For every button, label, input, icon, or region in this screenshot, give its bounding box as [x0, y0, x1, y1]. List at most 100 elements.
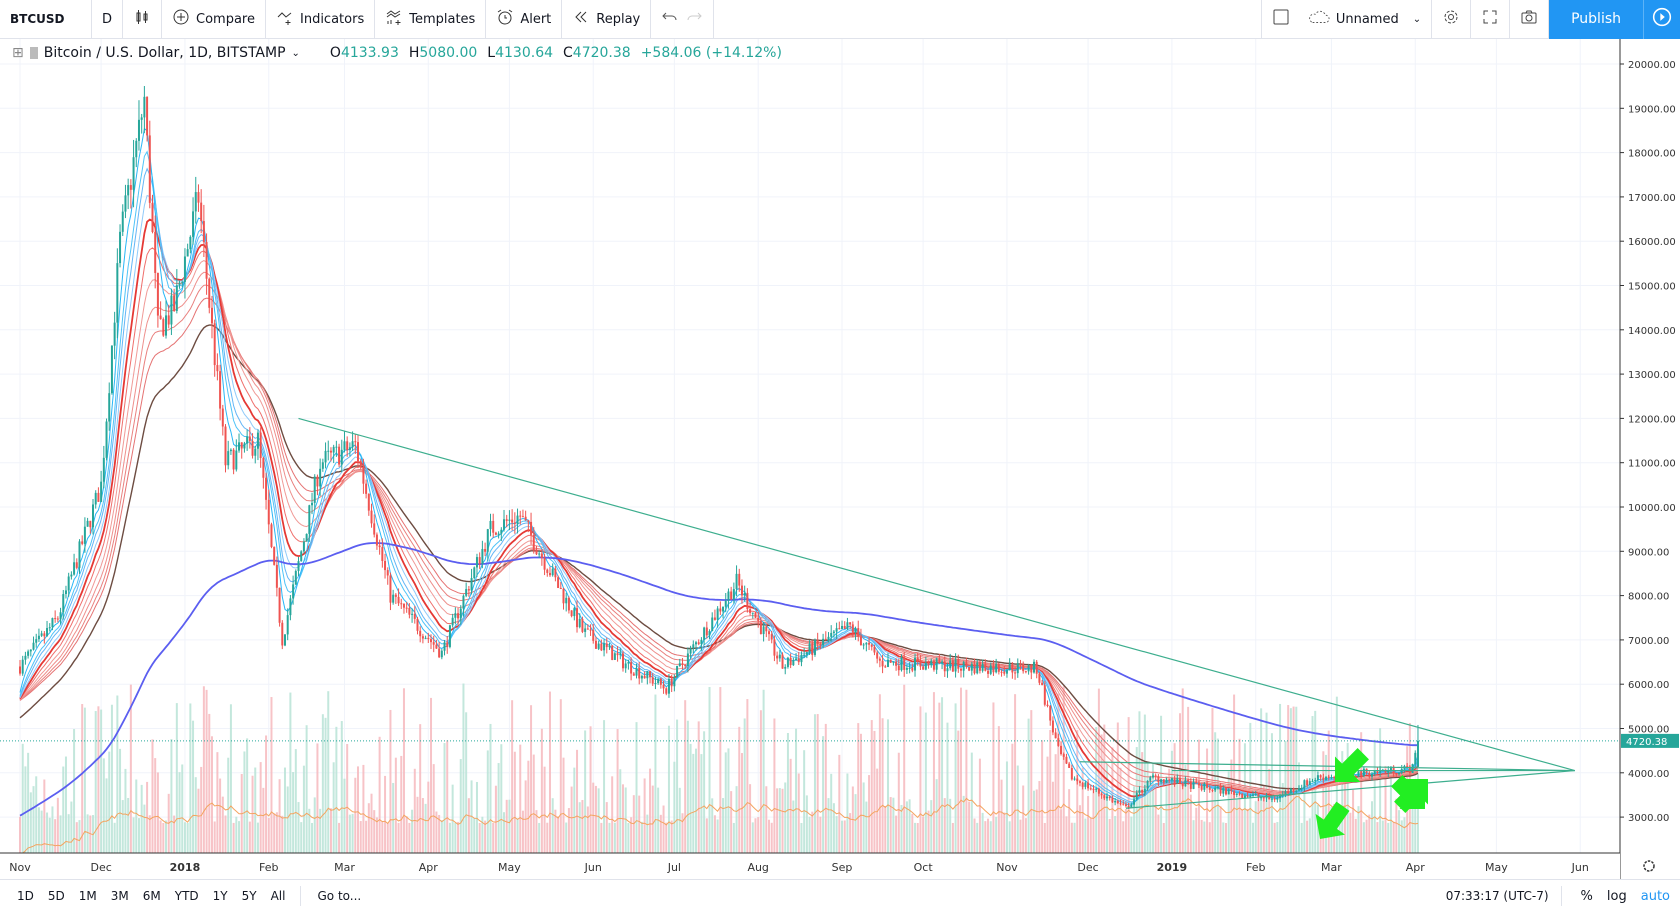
volume-bar	[554, 809, 557, 853]
candle-body	[827, 636, 830, 640]
candle-body	[446, 642, 449, 647]
chevron-down-icon[interactable]: ⌄	[291, 47, 300, 59]
volume-bar	[316, 743, 319, 853]
volume-bar	[1014, 694, 1017, 853]
candle	[1165, 777, 1168, 784]
volume-bar	[378, 736, 381, 853]
select-layout[interactable]: Unnamed ⌄	[1260, 0, 1433, 39]
price-chart[interactable]: 3000.004000.005000.006000.007000.008000.…	[0, 39, 1680, 879]
candle	[189, 235, 192, 254]
chart-style-button[interactable]	[123, 0, 163, 39]
candle	[232, 448, 235, 475]
candle	[1154, 773, 1157, 781]
candle	[224, 424, 227, 473]
candle-body	[1233, 791, 1236, 795]
volume-bar	[365, 820, 368, 853]
percent-toggle[interactable]: %	[1580, 888, 1593, 904]
auto-toggle[interactable]: auto	[1640, 888, 1670, 904]
candle	[749, 602, 752, 616]
candle	[1073, 776, 1076, 781]
volume-bar	[430, 697, 433, 853]
volume-bar	[673, 761, 676, 853]
candle-body	[281, 622, 284, 646]
candle-body	[792, 660, 795, 666]
candle-body	[338, 446, 341, 465]
candle-body	[1127, 805, 1130, 808]
candle-body	[243, 443, 246, 449]
range-5d[interactable]: 5D	[47, 889, 65, 903]
range-5y[interactable]: 5Y	[241, 889, 257, 903]
candle-body	[381, 547, 384, 561]
volume-bar	[808, 816, 811, 853]
alert-button[interactable]: Alert	[486, 0, 563, 39]
compare-button[interactable]: Compare	[162, 0, 266, 39]
volume-bar	[246, 738, 249, 853]
candle-body	[232, 449, 235, 470]
range-all[interactable]: All	[270, 889, 286, 903]
candle	[335, 440, 338, 457]
series-title[interactable]: Bitcoin / U.S. Dollar, 1D, BITSTAMP	[43, 45, 286, 61]
candle	[654, 676, 657, 690]
candle-body	[321, 462, 324, 469]
indicators-button[interactable]: Indicators	[266, 0, 376, 39]
symbol-search[interactable]: BTCUSD	[0, 0, 92, 39]
candle	[730, 586, 733, 600]
volume-bar	[649, 768, 652, 853]
fullscreen-button[interactable]	[1471, 0, 1511, 39]
volume-bar	[424, 803, 427, 853]
log-toggle[interactable]: log	[1606, 888, 1627, 904]
candle	[776, 651, 779, 665]
candle	[311, 492, 314, 515]
goto-button[interactable]: Go to...	[317, 889, 362, 903]
candle-body	[19, 666, 21, 674]
candle	[467, 585, 470, 597]
candle-body	[156, 272, 159, 316]
snapshot-button[interactable]	[1510, 0, 1550, 39]
publish-video-button[interactable]	[1643, 0, 1680, 39]
volume-bar	[302, 765, 305, 853]
publish-button[interactable]: Publish	[1549, 0, 1643, 39]
volume-bar	[646, 814, 649, 853]
redo-icon[interactable]	[685, 8, 703, 30]
volume-bar	[197, 788, 200, 853]
candle	[1362, 766, 1365, 778]
candle	[905, 664, 908, 674]
candle-body	[62, 594, 65, 613]
candle-body	[1184, 779, 1187, 787]
volume-bar	[949, 798, 952, 853]
volume-bar	[592, 782, 595, 853]
axis-settings-gear-icon[interactable]	[1643, 860, 1655, 872]
candle-body	[830, 632, 833, 637]
range-1d[interactable]: 1D	[17, 889, 34, 903]
volume-bar	[1279, 703, 1282, 853]
range-6m[interactable]: 6M	[142, 889, 161, 903]
expand-icon[interactable]: ⊞	[12, 45, 24, 61]
candle	[659, 677, 662, 689]
range-ytd[interactable]: YTD	[174, 889, 199, 903]
candle-body	[584, 628, 587, 632]
volume-bar	[813, 714, 816, 853]
undo-icon[interactable]	[661, 8, 679, 30]
candle-body	[267, 499, 270, 525]
volume-bar	[357, 766, 359, 853]
templates-button[interactable]: Templates	[375, 0, 487, 39]
candle-body	[202, 221, 205, 243]
settings-button[interactable]	[1432, 0, 1472, 39]
interval-button[interactable]: D	[92, 0, 124, 39]
volume-bar	[127, 797, 130, 853]
candle-body	[941, 661, 944, 664]
candle	[35, 633, 38, 648]
range-1y[interactable]: 1Y	[212, 889, 228, 903]
volume-bar	[643, 778, 646, 853]
candle-body	[384, 560, 387, 571]
volume-bar	[1033, 790, 1035, 853]
volume-bar	[78, 820, 81, 853]
volume-bar	[1124, 809, 1127, 853]
range-1m[interactable]: 1M	[78, 889, 97, 903]
range-3m[interactable]: 3M	[110, 889, 129, 903]
candle	[519, 510, 522, 525]
candle	[494, 531, 497, 536]
candle	[911, 663, 914, 673]
replay-button[interactable]: Replay	[562, 0, 652, 39]
candle-body	[1046, 704, 1049, 706]
